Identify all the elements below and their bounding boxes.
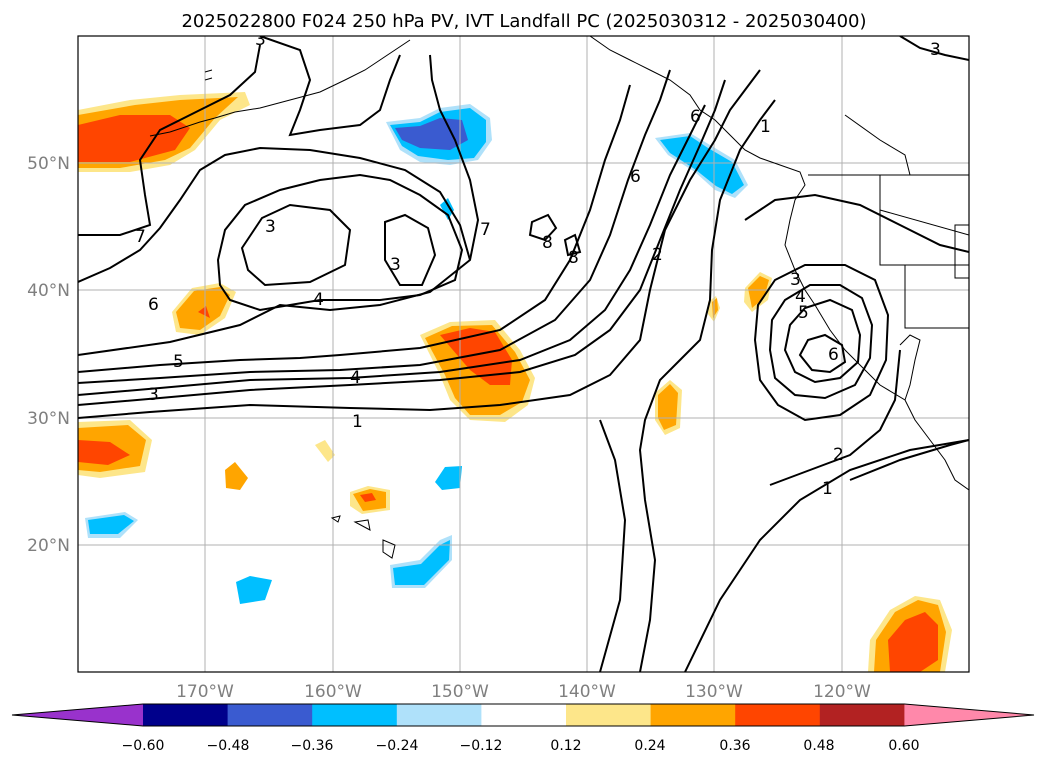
colorbar-tick: −0.60 xyxy=(122,738,165,754)
lon-tick: 120°W xyxy=(813,682,871,702)
colorbar-tick: 0.24 xyxy=(634,738,665,754)
contour-label: 1 xyxy=(760,117,771,137)
map-title: 2025022800 F024 250 hPa PV, IVT Landfall… xyxy=(181,11,866,32)
colorbar-swatch xyxy=(650,704,736,726)
contour-label: 3 xyxy=(790,270,801,290)
colorbar-tick: 0.12 xyxy=(550,738,581,754)
colorbar-tick: −0.24 xyxy=(376,738,419,754)
contour-label: 6 xyxy=(828,345,839,365)
lat-tick-labels: 50°N 40°N 30°N 20°N xyxy=(27,154,70,556)
contour-label: 8 xyxy=(568,248,579,268)
colorbar-tick: 0.60 xyxy=(888,738,919,754)
graticule xyxy=(78,36,969,672)
contour-label: 5 xyxy=(173,352,184,372)
lat-tick: 50°N xyxy=(27,154,70,174)
colorbar-swatch xyxy=(566,704,652,726)
contour-label: 5 xyxy=(798,303,809,323)
contour-label: 6 xyxy=(630,167,641,187)
lat-tick: 30°N xyxy=(27,409,70,429)
contour-label: 3 xyxy=(148,385,159,405)
contour-label: 6 xyxy=(148,295,159,315)
contour-label: 4 xyxy=(350,368,361,388)
colorbar-swatch xyxy=(396,704,482,726)
contour-label: 6 xyxy=(690,107,701,127)
colorbar-tick-labels: −0.60 −0.48 −0.36 −0.24 −0.12 0.12 0.24 … xyxy=(122,738,920,754)
contour-label: 4 xyxy=(313,290,324,310)
lon-tick: 160°W xyxy=(304,682,362,702)
colorbar-extend-high xyxy=(904,704,1034,726)
contour-label: 4 xyxy=(795,287,806,307)
map-panel: 3 3 7 6 7 8 8 6 2 1 3 3 4 6 5 3 4 1 3 4 xyxy=(77,30,970,673)
contour-label: 1 xyxy=(352,412,363,432)
colorbar-swatch xyxy=(735,704,821,726)
colorbar-swatch xyxy=(227,704,313,726)
colorbar-swatch xyxy=(143,704,229,726)
lat-tick: 40°N xyxy=(27,281,70,301)
colorbar-extend-low xyxy=(12,704,143,726)
colorbar-swatch xyxy=(312,704,398,726)
map-frame xyxy=(77,35,970,673)
lon-tick: 140°W xyxy=(558,682,616,702)
contour-label: 8 xyxy=(542,233,553,253)
colorbar-swatches xyxy=(11,703,1035,727)
contour-labels: 3 3 7 6 7 8 8 6 2 1 3 3 4 6 5 3 4 1 3 4 xyxy=(135,30,941,499)
contour-label: 7 xyxy=(480,220,491,240)
colorbar-swatch xyxy=(819,704,905,726)
contour-label: 3 xyxy=(265,217,276,237)
lon-tick: 130°W xyxy=(685,682,743,702)
contour-label: 3 xyxy=(390,255,401,275)
contour-label: 7 xyxy=(135,227,146,247)
lon-tick-labels: 170°W 160°W 150°W 140°W 130°W 120°W xyxy=(176,682,871,702)
pv-contours xyxy=(78,36,969,672)
lon-tick: 170°W xyxy=(176,682,234,702)
colorbar: −0.60 −0.48 −0.36 −0.24 −0.12 0.12 0.24 … xyxy=(11,703,1035,754)
colorbar-tick: −0.12 xyxy=(460,738,503,754)
contour-label: 2 xyxy=(652,245,663,265)
lat-tick: 20°N xyxy=(27,536,70,556)
colorbar-tick: −0.36 xyxy=(291,738,334,754)
contour-label: 3 xyxy=(930,40,941,60)
colorbar-tick: 0.48 xyxy=(803,738,834,754)
colorbar-swatch xyxy=(481,704,567,726)
lon-tick: 150°W xyxy=(431,682,489,702)
contour-label: 1 xyxy=(822,479,833,499)
contour-label: 2 xyxy=(833,445,844,465)
colorbar-tick: 0.36 xyxy=(719,738,750,754)
contour-label: 3 xyxy=(255,30,266,50)
colorbar-outline xyxy=(11,703,1035,727)
colorbar-tick: −0.48 xyxy=(207,738,250,754)
